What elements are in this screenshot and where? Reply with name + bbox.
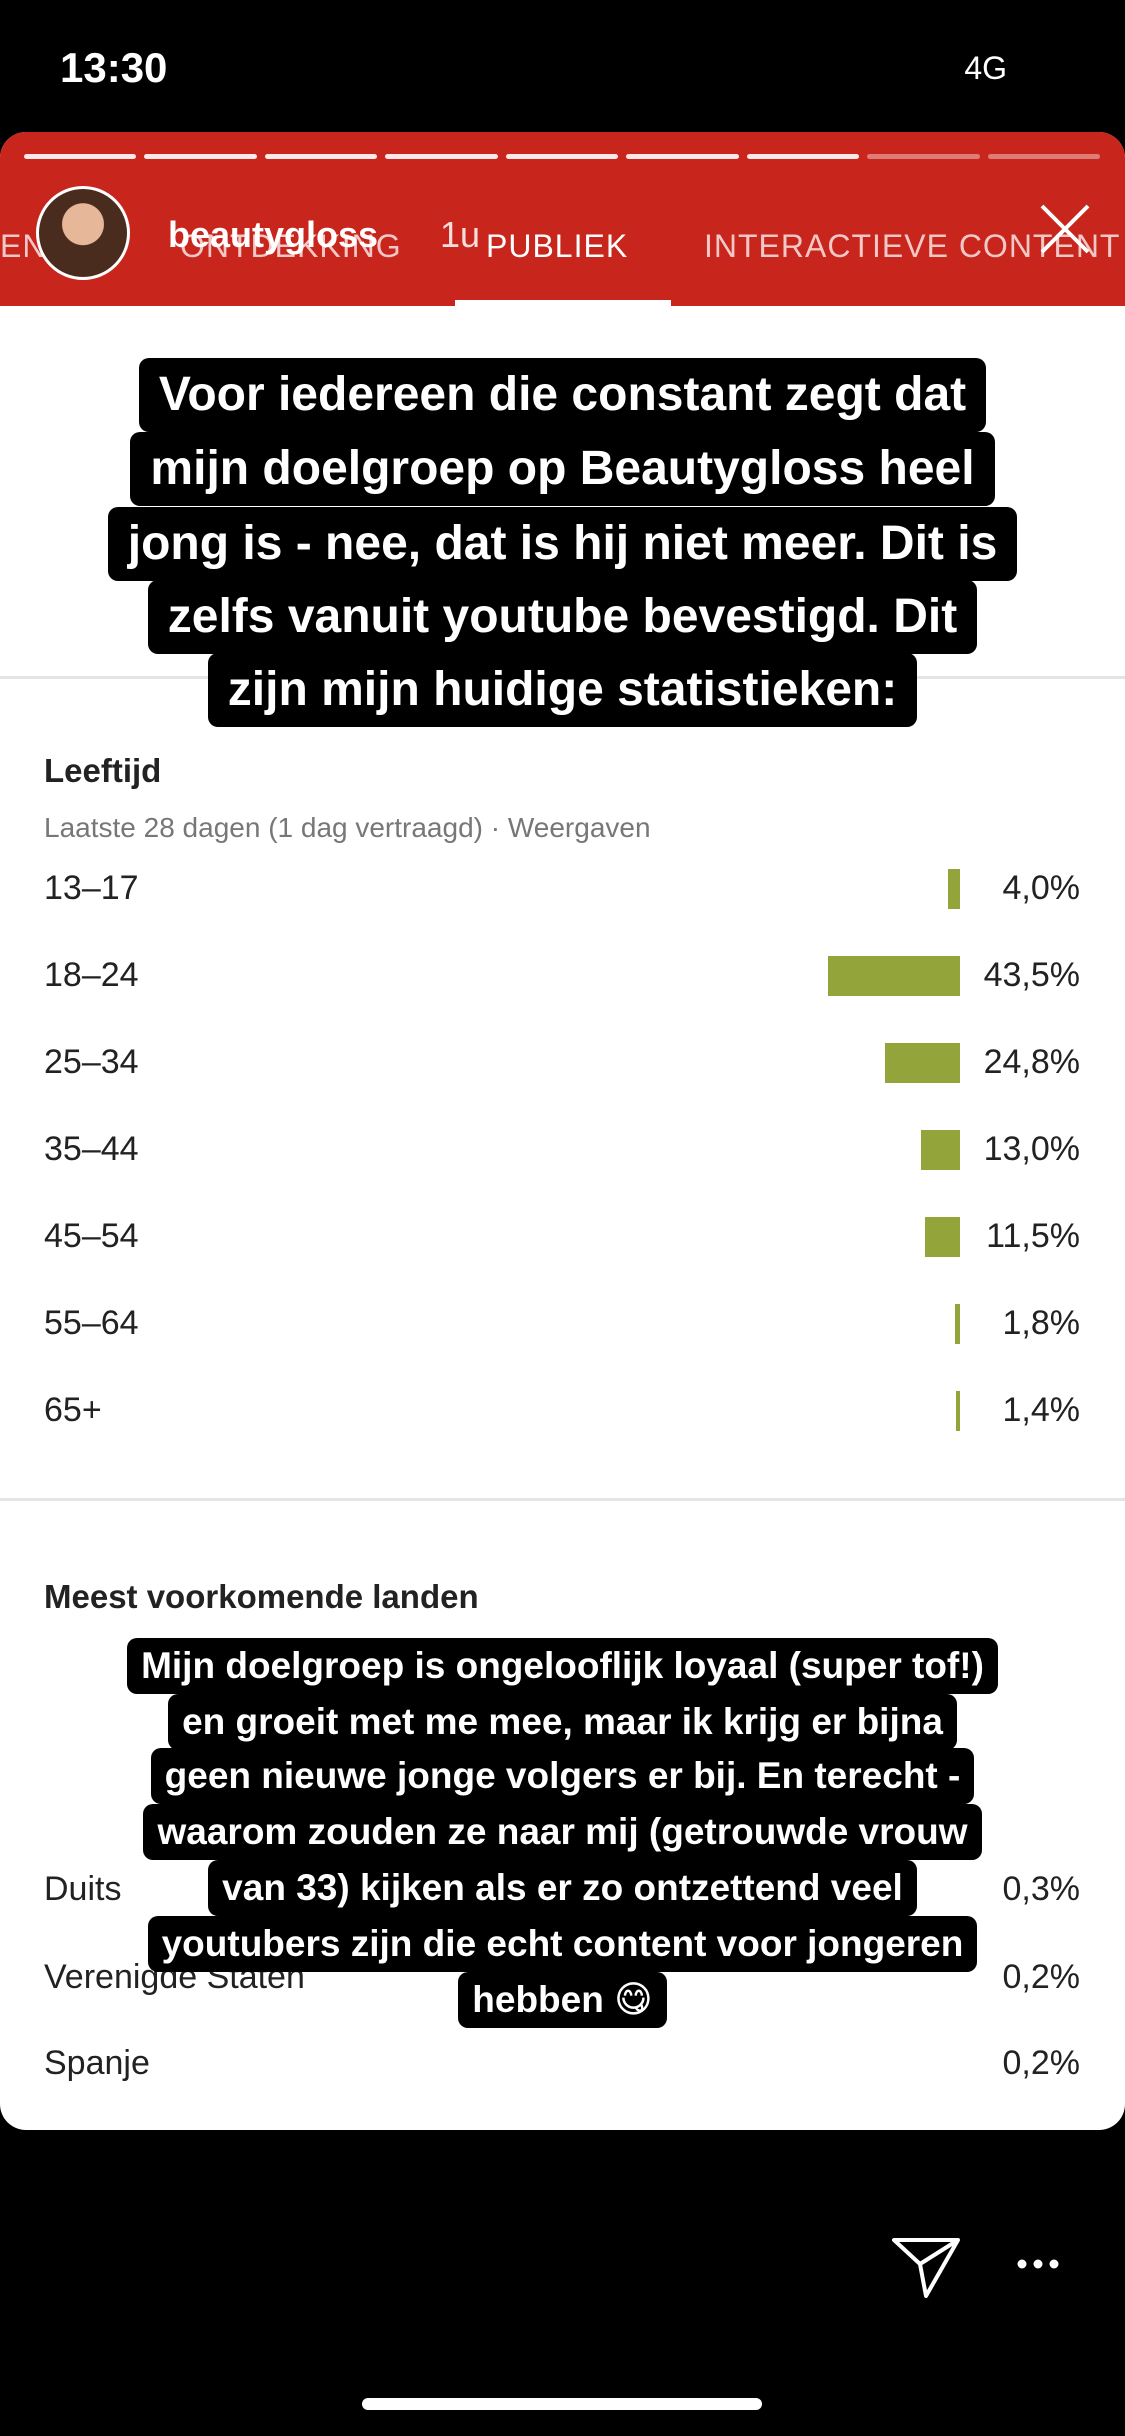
country-value: 0,2% [1002, 2044, 1081, 2082]
caption-text: mijn doelgroep op Beautygloss heel [130, 432, 995, 506]
age-label: 55–64 [44, 1304, 139, 1342]
caption-text: geen nieuwe jonge volgers er bij. En ter… [150, 1748, 975, 1804]
caption-line: geen nieuwe jonge volgers er bij. En ter… [0, 1748, 1125, 1804]
value-label: 24,8% [983, 1043, 1080, 1081]
age-label: 45–54 [44, 1217, 139, 1255]
progress-segment [746, 154, 860, 159]
caption-line: hebben 😋 [0, 1972, 1125, 2028]
divider [0, 1498, 1125, 1501]
age-label: 13–17 [44, 869, 139, 907]
status-network: 4G [964, 50, 1007, 86]
value-label: 13,0% [983, 1130, 1080, 1168]
age-label: 65+ [44, 1391, 102, 1429]
caption-line: Mijn doelgroep is ongelooflijk loyaal (s… [0, 1638, 1125, 1694]
section-title: Leeftijd [44, 752, 162, 789]
progress-segment [144, 154, 257, 159]
country-name: Spanje [44, 2044, 150, 2082]
progress-segment [867, 154, 980, 159]
caption-text: jong is - nee, dat is hij niet meer. Dit… [107, 507, 1018, 581]
bar [954, 1304, 960, 1344]
caption-line: van 33) kijken als er zo ontzettend veel [0, 1860, 1125, 1916]
value-label: 1,4% [1002, 1391, 1081, 1429]
age-label: 25–34 [44, 1043, 139, 1081]
caption-line: zijn mijn huidige statistieken: [0, 653, 1125, 727]
caption-text: en groeit met me mee, maar ik krijg er b… [168, 1694, 957, 1750]
more-button[interactable] [1014, 2256, 1062, 2272]
section-title: Meest voorkomende landen [44, 1578, 479, 1615]
caption-text: youtubers zijn die echt content voor jon… [147, 1916, 978, 1972]
value-label: 1,8% [1002, 1304, 1081, 1342]
bar [920, 1130, 960, 1170]
progress-segment [24, 154, 137, 159]
caption-text: Mijn doelgroep is ongelooflijk loyaal (s… [127, 1638, 998, 1694]
caption-line: jong is - nee, dat is hij niet meer. Dit… [0, 507, 1125, 581]
bar [828, 956, 960, 996]
progress-segment [505, 154, 619, 159]
username[interactable]: beautygloss [168, 214, 379, 255]
bar [947, 869, 960, 909]
caption-text: hebben 😋 [458, 1972, 667, 2028]
close-button[interactable] [1038, 202, 1092, 256]
country-name: Duits [44, 1870, 122, 1908]
avatar[interactable] [36, 186, 130, 280]
age-label: 35–44 [44, 1130, 139, 1168]
value-label: 11,5% [986, 1217, 1080, 1255]
tab: ONTDEKKING [180, 228, 402, 264]
section-subtitle: Laatste 28 dagen (1 dag vertraagd) · Wee… [44, 812, 651, 843]
value-label: 43,5% [983, 956, 1080, 994]
caption-text: zelfs vanuit youtube bevestigd. Dit [147, 580, 978, 654]
country-value: 0,2% [1002, 1958, 1081, 1996]
post-age: 1u [440, 214, 481, 255]
progress-segment [626, 154, 739, 159]
age-label: 18–24 [44, 956, 139, 994]
caption-line: youtubers zijn die echt content voor jon… [0, 1916, 1125, 1972]
header: EN ONTDEKKING PUBLIEK INTERACTIEVE CONTE… [0, 132, 1125, 306]
progress-segment [264, 154, 378, 159]
caption-text: zijn mijn huidige statistieken: [207, 653, 918, 727]
progress-segment [987, 154, 1100, 159]
value-label: 4,0% [1002, 869, 1081, 907]
bar [884, 1043, 960, 1083]
caption-line: mijn doelgroep op Beautygloss heel [0, 432, 1125, 506]
caption-text: waarom zouden ze naar mij (getrouwde vro… [143, 1804, 982, 1860]
status-time: 13:30 [60, 44, 168, 91]
caption-line: zelfs vanuit youtube bevestigd. Dit [0, 580, 1125, 654]
caption-line: Voor iedereen die constant zegt dat [0, 358, 1125, 432]
caption-line: waarom zouden ze naar mij (getrouwde vro… [0, 1804, 1125, 1860]
bar [925, 1217, 960, 1257]
tab-indicator [455, 300, 671, 306]
caption-line: en groeit met me mee, maar ik krijg er b… [0, 1694, 1125, 1750]
caption-text: van 33) kijken als er zo ontzettend veel [208, 1860, 917, 1916]
bar [955, 1391, 960, 1431]
send-button[interactable] [890, 2234, 962, 2300]
country-value: 0,3% [1002, 1870, 1081, 1908]
progress-segment [385, 154, 498, 159]
caption-text: Voor iedereen die constant zegt dat [138, 358, 987, 432]
tab: PUBLIEK [486, 228, 629, 264]
home-indicator [362, 2398, 762, 2410]
story-progress [24, 154, 1100, 159]
